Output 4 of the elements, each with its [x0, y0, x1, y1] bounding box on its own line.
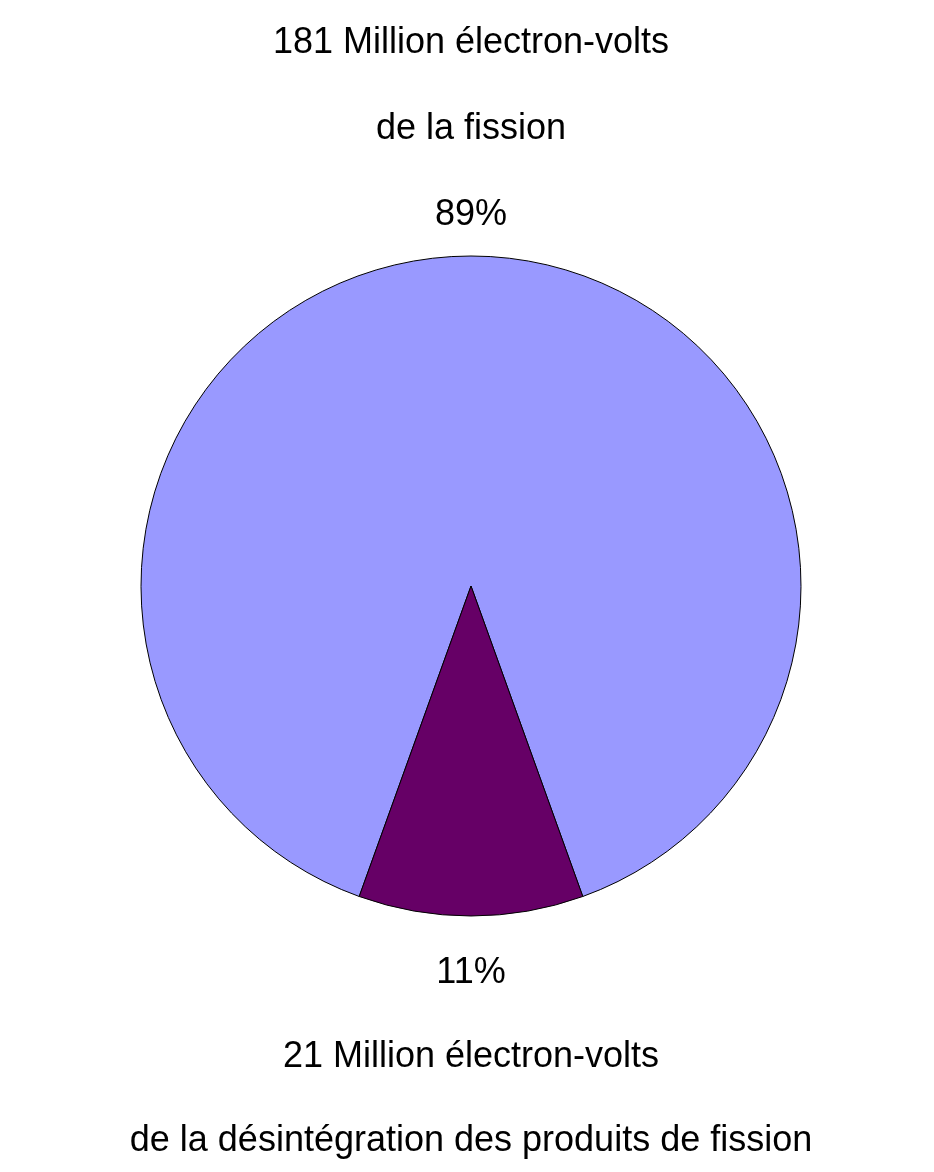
category-label: 181 Million électron-volts de la fission: [272, 19, 670, 147]
slice-label: 21 Million électron-volts de la désintégration des produits de fission: [129, 1033, 813, 1159]
data-label: 11%: [436, 949, 506, 991]
data-label: 89%: [434, 191, 508, 233]
